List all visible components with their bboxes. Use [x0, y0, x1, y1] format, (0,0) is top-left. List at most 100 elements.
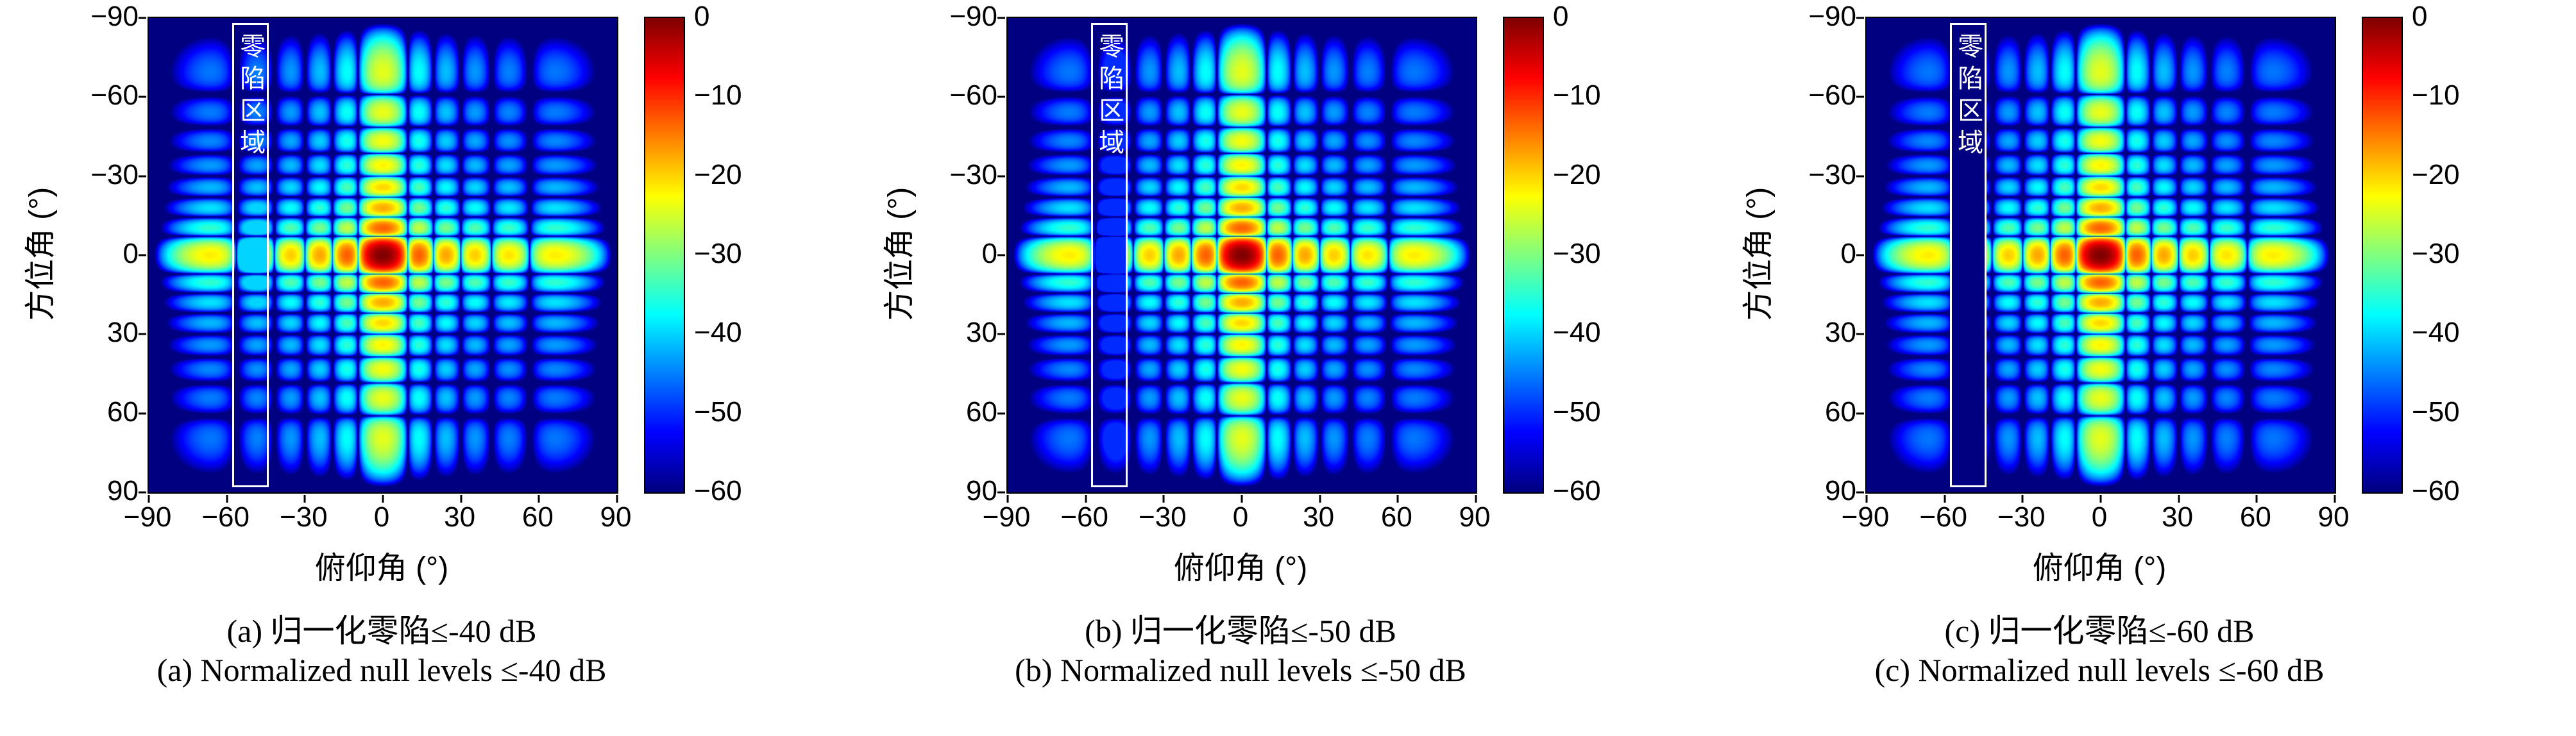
x-tick-mark [538, 495, 540, 503]
y-tick-mark [139, 175, 146, 178]
x-tick-label: 60 [2239, 501, 2271, 533]
x-tick-label: −30 [1997, 501, 2046, 533]
x-axis-label: 俯仰角 (°) [1173, 551, 1308, 585]
y-tick-mark [139, 333, 146, 335]
y-tick-label: 60 [966, 396, 997, 428]
y-tick-label: 60 [107, 396, 139, 428]
colorbar-tick-label: −50 [1553, 396, 1601, 428]
y-tick-label: 90 [107, 475, 139, 506]
x-axis-label: 俯仰角 (°) [314, 551, 449, 585]
x-tick-label: 60 [521, 501, 554, 533]
heatmap-canvas [1867, 18, 2335, 492]
y-tick-mark [1856, 175, 1864, 178]
colorbar-canvas [645, 18, 684, 492]
heatmap-canvas [1008, 18, 1476, 492]
subplot-b: 方位角 (°) −90 −60 −30 0 30 60 90 零陷区域 −90 −60 −30 0… [859, 0, 1717, 736]
colorbar-tick-label: −60 [1553, 475, 1601, 506]
colorbar-tick-label: −60 [694, 475, 742, 506]
colorbar-tick-label: −10 [2412, 79, 2460, 112]
y-tick-label: −90 [949, 1, 997, 32]
null-region-annotation: 零陷区域 [1090, 23, 1128, 487]
y-tick-label: −90 [1808, 1, 1856, 32]
y-tick-label: −30 [90, 158, 139, 190]
x-tick-mark [1241, 495, 1243, 503]
colorbar-tick-label: −30 [694, 238, 742, 269]
x-tick-mark [148, 495, 150, 503]
x-tick-mark [1162, 495, 1165, 503]
y-tick-mark [139, 96, 146, 98]
x-tick-label: −90 [1841, 501, 1890, 533]
y-tick-label: 30 [966, 317, 997, 349]
heatmap-canvas [149, 18, 617, 492]
x-tick-label: −60 [201, 501, 250, 533]
colorbar-tick-label: −30 [2412, 238, 2460, 269]
x-tick-mark [382, 495, 384, 503]
heatmap-plot: 零陷区域 [1856, 17, 2336, 503]
x-tick-label: 0 [1232, 501, 1249, 533]
null-region-label: 零陷区域 [1954, 33, 1983, 162]
y-axis-label: 方位角 (°) [1741, 187, 1775, 321]
y-tick-mark [997, 412, 1005, 415]
colorbar-tick-labels: 0 −10 −20 −30 −40 −50 −60 [1553, 1, 1656, 506]
x-tick-label: −30 [1139, 501, 1187, 533]
x-tick-mark [1006, 495, 1009, 503]
x-tick-mark [2178, 495, 2180, 503]
null-region-label: 零陷区域 [236, 33, 265, 162]
y-tick-label: −60 [1808, 79, 1856, 112]
x-tick-mark [226, 495, 228, 503]
y-tick-mark [997, 333, 1005, 335]
colorbar-canvas [1504, 18, 1543, 492]
x-tick-mark [616, 495, 618, 503]
colorbar-tick-label: −50 [2412, 396, 2460, 428]
x-tick-label: 30 [444, 501, 476, 533]
y-tick-label: 0 [981, 238, 997, 269]
colorbar [644, 17, 685, 494]
x-tick-mark [1475, 495, 1477, 503]
colorbar-tick-labels: 0 −10 −20 −30 −40 −50 −60 [2412, 1, 2514, 506]
colorbar-tick-label: −50 [694, 396, 742, 428]
y-tick-label: 90 [1825, 475, 1856, 506]
y-tick-mark [1856, 17, 1864, 19]
y-tick-label: −60 [949, 79, 997, 112]
x-tick-mark [2099, 495, 2102, 503]
colorbar-tick-label: 0 [694, 1, 710, 32]
x-tick-mark [1319, 495, 1321, 503]
y-tick-mark [1856, 412, 1864, 415]
colorbar-tick-label: −60 [2412, 475, 2460, 506]
x-tick-labels: −90 −60 −30 0 30 60 90 [1842, 501, 2350, 536]
x-tick-mark [1944, 495, 1946, 503]
y-tick-label: −30 [1808, 158, 1856, 190]
y-tick-labels: −90 −60 −30 0 30 60 90 [1782, 1, 1856, 506]
caption-en: (b) Normalized null levels ≤-50 dB [1015, 652, 1466, 688]
caption-zh: (a) 归一化零陷≤-40 dB [226, 613, 537, 649]
colorbar-tick-label: −10 [1553, 79, 1601, 112]
colorbar-tick-label: −20 [2412, 158, 2460, 190]
colorbar [2362, 17, 2403, 494]
x-tick-label: −90 [982, 501, 1031, 533]
x-tick-mark [2334, 495, 2336, 503]
caption-en: (a) Normalized null levels ≤-40 dB [157, 652, 607, 688]
y-tick-mark [139, 412, 146, 415]
x-tick-label: −30 [280, 501, 328, 533]
null-region-label: 零陷区域 [1095, 33, 1124, 162]
colorbar-tick-label: −40 [1553, 317, 1601, 349]
x-tick-label: −60 [1919, 501, 1967, 533]
y-tick-mark [997, 254, 1005, 256]
subplot-a: 方位角 (°) −90 −60 −30 0 30 60 90 零陷区域 −90 −60 −30 0… [0, 0, 858, 736]
x-tick-label: 90 [2318, 501, 2350, 533]
colorbar [1503, 17, 1544, 494]
y-tick-mark [139, 491, 146, 494]
y-tick-mark [997, 96, 1005, 98]
y-axis-label: 方位角 (°) [883, 187, 917, 321]
y-tick-label: 0 [1840, 238, 1856, 269]
y-tick-mark [997, 491, 1005, 494]
y-tick-mark [139, 254, 146, 256]
x-tick-mark [2255, 495, 2258, 503]
colorbar-tick-label: −10 [694, 79, 742, 112]
x-tick-label: 30 [2162, 501, 2194, 533]
y-tick-mark [1856, 96, 1864, 98]
x-tick-mark [460, 495, 462, 503]
x-tick-label: 90 [1459, 501, 1491, 533]
y-tick-labels: −90 −60 −30 0 30 60 90 [64, 1, 139, 506]
subplot-c: 方位角 (°) −90 −60 −30 0 30 60 90 零陷区域 −90 −60 −30 0… [1718, 0, 2576, 736]
